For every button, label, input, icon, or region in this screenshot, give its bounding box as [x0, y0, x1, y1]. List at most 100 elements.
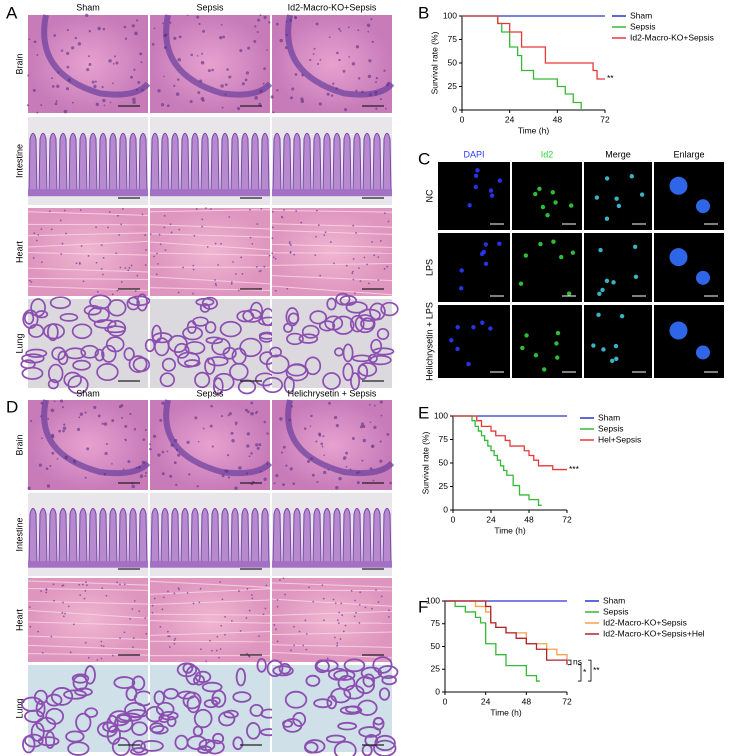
nucleus	[200, 648, 202, 651]
alveolus	[322, 372, 341, 391]
nucleus	[246, 432, 251, 436]
villus	[38, 507, 48, 564]
nucleus	[310, 457, 313, 460]
nucleus	[151, 611, 154, 614]
nucleus	[353, 615, 356, 618]
x-axis-label: Time (h)	[494, 525, 525, 535]
nucleus	[51, 451, 55, 455]
nucleus	[271, 237, 274, 240]
row-label: Heart	[14, 241, 24, 264]
nucleus	[264, 607, 267, 610]
villus	[48, 507, 58, 564]
nucleus	[321, 584, 324, 587]
nucleus	[274, 289, 277, 292]
cell	[594, 195, 600, 200]
cell	[611, 280, 616, 285]
nucleus	[127, 460, 131, 464]
nucleus	[279, 579, 281, 581]
nucleus	[100, 268, 103, 270]
nucleus	[226, 68, 229, 71]
cell	[518, 281, 524, 286]
tissue-background	[28, 578, 148, 662]
nucleus	[367, 30, 370, 33]
alveolus	[201, 296, 219, 310]
nucleus	[205, 660, 208, 663]
nucleus	[173, 642, 176, 645]
column-label: Sepsis	[196, 2, 224, 12]
cell	[614, 196, 619, 201]
nucleus	[72, 459, 76, 463]
nucleus	[251, 597, 254, 600]
nucleus	[326, 657, 329, 660]
nucleus	[371, 241, 374, 243]
nucleus	[40, 401, 44, 405]
panel-label: E	[418, 403, 429, 422]
nucleus	[364, 606, 367, 609]
nucleus	[362, 424, 366, 429]
nucleus	[84, 411, 87, 414]
alveolus	[83, 304, 102, 316]
micrograph	[271, 208, 393, 296]
nucleus	[246, 588, 249, 590]
villus	[48, 132, 58, 192]
nucleus	[129, 617, 131, 620]
nucleus	[149, 233, 152, 236]
nucleus	[276, 598, 279, 601]
nucleus	[326, 92, 330, 96]
nucleus	[340, 602, 343, 605]
nucleus	[250, 411, 254, 416]
nucleus	[210, 404, 213, 408]
cell	[520, 345, 525, 351]
nucleus	[48, 210, 51, 213]
alveolus	[22, 309, 39, 329]
nucleus	[361, 459, 364, 462]
nucleus	[254, 25, 257, 28]
nucleus	[286, 287, 289, 290]
nucleus	[248, 609, 251, 612]
nucleus	[56, 71, 60, 74]
nucleus	[219, 581, 222, 583]
villus	[180, 507, 190, 564]
micrograph	[26, 13, 151, 114]
survival-curve	[445, 600, 568, 665]
fiber	[271, 598, 393, 607]
nucleus	[275, 22, 279, 26]
alveolus	[93, 319, 117, 329]
nucleus	[53, 400, 56, 403]
nucleus	[133, 600, 136, 602]
cell-layer	[285, 399, 395, 477]
micrograph	[584, 233, 652, 302]
cell	[488, 188, 494, 193]
nucleus	[292, 482, 296, 486]
nucleus	[196, 54, 199, 57]
nucleus	[379, 440, 382, 443]
villus	[150, 507, 160, 564]
cell	[669, 321, 688, 340]
nucleus	[366, 23, 371, 27]
nucleus	[320, 442, 324, 446]
y-tick-label: 100	[426, 595, 440, 605]
alveolus	[345, 301, 368, 314]
alveolus	[330, 687, 352, 704]
micrograph	[654, 305, 724, 378]
alveolus	[354, 314, 376, 334]
x-tick-label: 24	[486, 514, 496, 524]
cell	[696, 345, 710, 360]
nucleus	[355, 232, 358, 234]
nucleus	[338, 27, 341, 30]
nucleus	[337, 622, 340, 625]
nucleus	[63, 209, 66, 212]
cell	[545, 212, 550, 218]
nucleus	[371, 40, 374, 43]
alveolus	[57, 350, 69, 366]
nucleus	[53, 34, 57, 37]
cell	[598, 247, 603, 253]
alveolus	[21, 353, 45, 364]
nucleus	[259, 89, 263, 93]
alveolus	[201, 681, 223, 693]
nucleus	[370, 607, 373, 610]
nucleus	[245, 617, 248, 619]
alveolus	[25, 348, 48, 358]
nucleus	[144, 617, 147, 620]
alveolus	[71, 323, 93, 340]
